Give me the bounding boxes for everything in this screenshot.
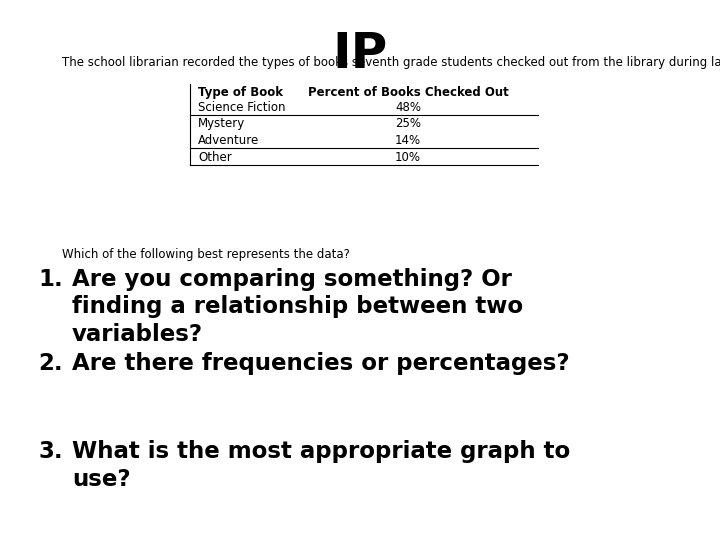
Text: IP: IP [333,30,387,78]
Text: Mystery: Mystery [198,117,246,130]
Text: Which of the following best represents the data?: Which of the following best represents t… [62,248,350,261]
Text: Are there frequencies or percentages?: Are there frequencies or percentages? [72,352,570,375]
Text: 1.: 1. [38,268,63,291]
Text: Percent of Books Checked Out: Percent of Books Checked Out [307,86,508,99]
Text: Are you comparing something? Or
finding a relationship between two
variables?: Are you comparing something? Or finding … [72,268,523,346]
Text: 2.: 2. [38,352,63,375]
Text: Other: Other [198,151,232,164]
Text: Adventure: Adventure [198,134,259,147]
Text: Science Fiction: Science Fiction [198,101,286,114]
Text: The school librarian recorded the types of books seventh grade students checked : The school librarian recorded the types … [62,56,720,69]
Text: 48%: 48% [395,101,421,114]
Text: 14%: 14% [395,134,421,147]
Text: 3.: 3. [38,440,63,463]
Text: Type of Book: Type of Book [198,86,283,99]
Text: What is the most appropriate graph to
use?: What is the most appropriate graph to us… [72,440,570,490]
Text: 10%: 10% [395,151,421,164]
Text: 25%: 25% [395,117,421,130]
